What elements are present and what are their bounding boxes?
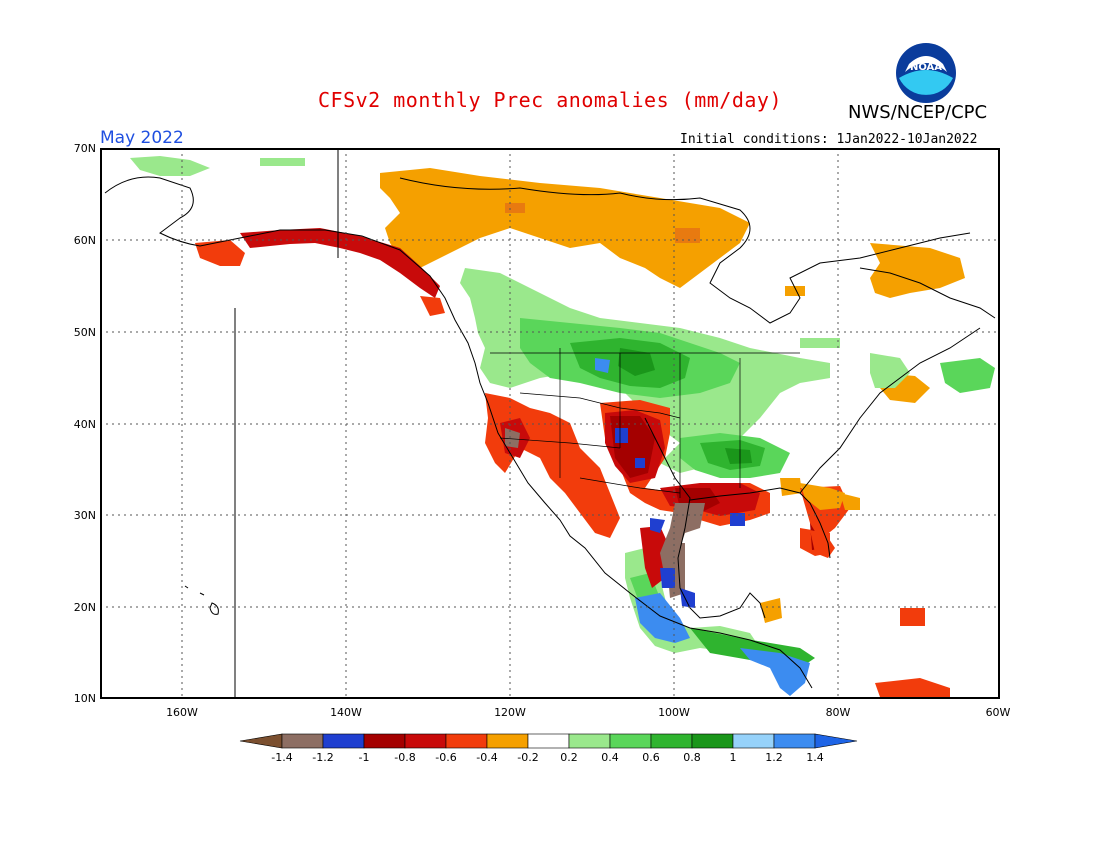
colorbar-label: 0.8 — [683, 751, 701, 764]
colorbar-arrow-high — [814, 733, 858, 749]
colorbar-segment — [404, 733, 447, 749]
colorbar-label: -1 — [358, 751, 370, 764]
colorbar-label: -1.4 — [271, 751, 293, 764]
lon-label: 160W — [166, 706, 198, 719]
colorbar-label: 0.6 — [642, 751, 660, 764]
colorbar-segment — [609, 733, 652, 749]
colorbar-segment — [773, 733, 816, 749]
colorbar-label: -1.2 — [312, 751, 334, 764]
svg-text:NOAA: NOAA — [910, 62, 942, 73]
colorbar — [239, 733, 858, 749]
dry-anomaly-north — [380, 168, 965, 623]
lat-label: 10N — [73, 692, 96, 705]
colorbar-segment — [281, 733, 324, 749]
colorbar-arrow-low — [239, 733, 283, 749]
lon-label: 80W — [825, 706, 851, 719]
lon-label: 60W — [985, 706, 1011, 719]
anomaly-map — [102, 150, 998, 697]
alaska-dry-band — [240, 228, 440, 298]
colorbar-label: -0.2 — [517, 751, 539, 764]
state-borders — [490, 348, 800, 498]
colorbar-segment — [691, 733, 734, 749]
lon-label: 100W — [658, 706, 690, 719]
colorbar-label: 0.2 — [560, 751, 578, 764]
colorbar-label: -0.4 — [476, 751, 498, 764]
colorbar-segment — [527, 733, 570, 749]
lat-label: 40N — [73, 418, 96, 431]
lat-label: 70N — [73, 142, 96, 155]
colorbar-segment — [322, 733, 365, 749]
colorbar-label: -0.8 — [394, 751, 416, 764]
lat-label: 60N — [73, 234, 96, 247]
colorbar-segment — [445, 733, 488, 749]
colorbar-segment — [650, 733, 693, 749]
organization-label: NWS/NCEP/CPC — [848, 102, 988, 123]
coastlines — [104, 150, 996, 697]
lat-label: 50N — [73, 326, 96, 339]
valid-month-label: May 2022 — [100, 128, 184, 148]
noaa-logo-icon: NOAA — [896, 43, 956, 103]
lat-label: 30N — [73, 509, 96, 522]
southeast-slight-dry — [800, 483, 860, 510]
extreme-wet-patches — [615, 428, 920, 626]
lon-label: 140W — [330, 706, 362, 719]
colorbar-segment — [363, 733, 406, 749]
dry-anomaly-accent — [505, 203, 700, 243]
very-wet-anomaly — [595, 358, 810, 696]
graticule — [102, 150, 998, 697]
hawaii-islands — [184, 585, 219, 615]
colorbar-label: 1.2 — [765, 751, 783, 764]
colorbar-label: -0.6 — [435, 751, 457, 764]
map-title: CFSv2 monthly Prec anomalies (mm/day) — [317, 88, 783, 112]
southeast-dry-anomaly — [800, 486, 950, 697]
alaska-dry-fringe — [195, 240, 445, 316]
colorbar-segment — [732, 733, 775, 749]
colorbar-segment — [568, 733, 611, 749]
colorbar-label: 0.4 — [601, 751, 619, 764]
lon-label: 120W — [494, 706, 526, 719]
initial-conditions-label: Initial conditions: 1Jan2022-10Jan2022 — [680, 132, 978, 147]
colorbar-label: 1.4 — [806, 751, 824, 764]
colorbar-label: 1 — [729, 751, 737, 764]
strongest-wet-anomaly — [618, 348, 752, 464]
lat-label: 20N — [73, 601, 96, 614]
colorbar-segment — [486, 733, 529, 749]
